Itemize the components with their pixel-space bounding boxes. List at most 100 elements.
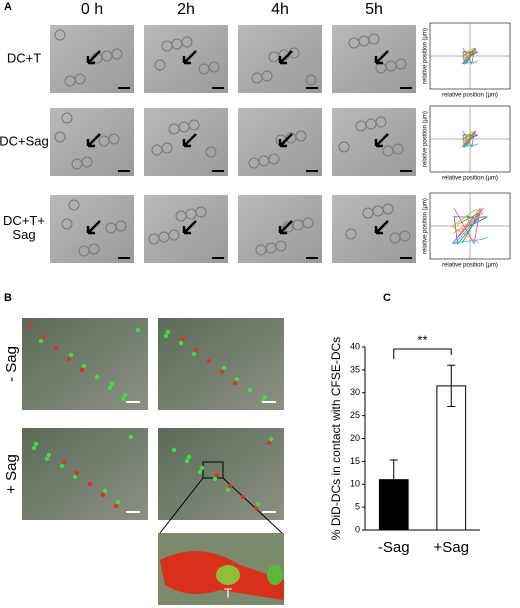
cell xyxy=(100,492,106,498)
y-tick-label: 20 xyxy=(350,433,360,443)
cell xyxy=(262,394,268,400)
track-y-label: relative position (µm) xyxy=(423,198,429,254)
panel-c: 0 5 10 15 20 25 30 35 40 % DiD-DCs in contact wit… xyxy=(329,332,480,556)
track-x-label: relative position (µm) xyxy=(442,93,498,99)
cell xyxy=(234,376,240,382)
cell xyxy=(94,374,100,380)
cell xyxy=(161,142,173,154)
cell xyxy=(253,505,259,511)
arrow xyxy=(278,220,293,235)
cell xyxy=(261,70,273,82)
cell xyxy=(115,499,121,505)
cell xyxy=(208,61,220,73)
panel-b: T - Sag + Sag xyxy=(3,318,284,605)
cell xyxy=(40,334,46,340)
cell xyxy=(392,143,404,155)
cell xyxy=(268,436,274,442)
cell xyxy=(74,73,86,85)
cell xyxy=(113,503,119,509)
significance-label: ** xyxy=(417,332,427,347)
cell xyxy=(54,29,66,41)
arrow xyxy=(278,50,293,65)
row-label: DC+T xyxy=(7,50,41,65)
cell xyxy=(109,381,115,387)
track xyxy=(464,131,476,147)
micrograph xyxy=(144,195,228,263)
time-label: 4h xyxy=(271,1,289,18)
zoom-line xyxy=(159,477,204,534)
cell xyxy=(267,565,283,585)
cell xyxy=(61,459,67,465)
panel-label: B xyxy=(4,292,12,304)
row-label-line: Sag xyxy=(12,227,35,242)
track-x-label: relative position (µm) xyxy=(442,176,498,182)
cell xyxy=(135,327,141,333)
cell xyxy=(61,112,73,124)
cell xyxy=(225,487,231,493)
y-tick-label: 30 xyxy=(350,387,360,397)
cell xyxy=(68,199,80,211)
arrow xyxy=(374,220,389,235)
cell xyxy=(163,333,169,339)
cell xyxy=(31,445,37,451)
y-tick-label: 40 xyxy=(350,341,360,351)
time-label: 5h xyxy=(365,1,383,18)
cell xyxy=(33,441,39,447)
cell xyxy=(171,447,177,453)
time-label: 0 h xyxy=(81,1,103,18)
arrow xyxy=(182,220,197,235)
arrow xyxy=(278,133,293,148)
track xyxy=(461,131,477,147)
cell xyxy=(368,33,380,45)
cell xyxy=(115,220,127,232)
cell xyxy=(81,156,93,168)
inset-label: T xyxy=(224,585,232,600)
cell xyxy=(27,323,33,329)
cell xyxy=(122,392,128,398)
arrow xyxy=(86,133,101,148)
y-tick-label: 25 xyxy=(350,410,360,420)
cell xyxy=(193,347,199,353)
cell xyxy=(268,153,280,165)
cell xyxy=(382,203,394,215)
cell xyxy=(180,336,186,342)
micrograph xyxy=(332,25,416,93)
panel-label: C xyxy=(383,292,391,304)
cell xyxy=(219,369,225,375)
cell xyxy=(184,458,190,464)
cell xyxy=(107,385,113,391)
track xyxy=(457,211,482,244)
arrow xyxy=(182,50,197,65)
track xyxy=(451,209,485,244)
cell xyxy=(240,494,246,500)
cell xyxy=(181,36,193,48)
cell xyxy=(195,206,207,218)
y-tick-label: 0 xyxy=(355,524,360,534)
y-axis-label: % DiD-DCs in contact with CFSE-DCs xyxy=(329,337,343,540)
cell xyxy=(255,501,261,507)
cell xyxy=(214,472,220,478)
cell xyxy=(221,365,227,371)
row-label-line: DC+T+ xyxy=(3,213,45,228)
row-label: - Sag xyxy=(3,346,20,382)
track xyxy=(464,48,476,64)
cell xyxy=(266,440,272,446)
arrow xyxy=(374,50,389,65)
cell xyxy=(232,380,238,386)
track-y-label: relative position (µm) xyxy=(423,28,429,84)
cell xyxy=(59,463,65,469)
y-tick-label: 15 xyxy=(350,456,360,466)
zoom-box xyxy=(202,461,224,479)
cell xyxy=(87,481,93,487)
row-label: DC+Sag xyxy=(0,133,49,148)
cell xyxy=(302,217,314,229)
significance-bracket xyxy=(393,348,452,359)
cell xyxy=(345,228,357,240)
cell xyxy=(79,367,85,373)
track xyxy=(461,55,479,65)
micrograph xyxy=(22,428,148,520)
cell xyxy=(199,465,205,471)
row-label: DC+T+ Sag xyxy=(3,213,45,242)
arrow xyxy=(374,133,389,148)
